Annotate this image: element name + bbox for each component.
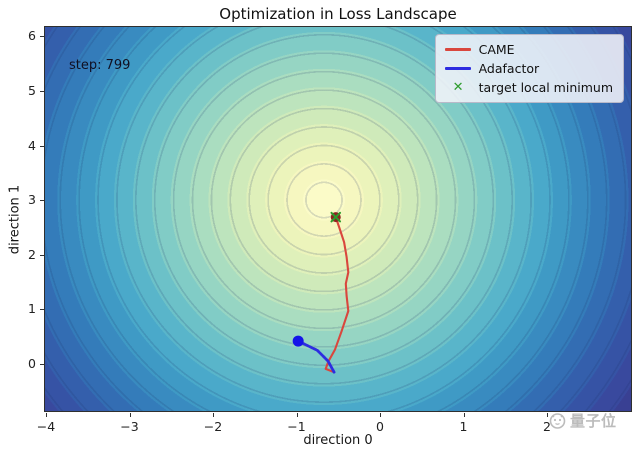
- x-tick-mark: [296, 413, 298, 417]
- x-tick-mark: [129, 413, 131, 417]
- legend-item-adafactor: Adafactor: [445, 59, 613, 78]
- adafactor-endpoint-marker: [292, 335, 304, 347]
- legend-item-came: CAME: [445, 40, 613, 59]
- line-swatch-icon: [445, 67, 472, 70]
- qbitai-logo-icon: [549, 413, 566, 429]
- watermark-text: 量子位: [570, 412, 617, 430]
- x-tick-mark: [213, 413, 214, 417]
- x-tick-label: −2: [203, 419, 223, 434]
- step-annotation: step: 799: [69, 58, 131, 73]
- y-tick-mark: [40, 364, 44, 365]
- x-tick-label: −3: [120, 419, 139, 434]
- chart-title: Optimization in Loss Landscape: [219, 5, 457, 23]
- y-tick-mark: [40, 254, 44, 256]
- legend-label: target local minimum: [478, 80, 613, 95]
- y-tick-label: 4: [28, 137, 36, 153]
- y-tick-label: 0: [28, 356, 36, 371]
- legend-item-target-local-minimum: ✕ target local minimum: [445, 78, 613, 97]
- y-tick-mark: [40, 36, 44, 38]
- x-tick-label: 1: [459, 419, 468, 434]
- trajectory-came: [324, 216, 350, 374]
- x-tick-mark: [463, 413, 465, 417]
- y-tick-label: 1: [28, 301, 36, 317]
- trajectories-layer: [292, 211, 350, 374]
- plot-area: step: 799 CAME Adafactor ✕ target local min…: [8, 26, 632, 448]
- watermark: 量子位: [548, 410, 617, 431]
- legend-label: Adafactor: [478, 61, 540, 76]
- y-tick-mark: [40, 200, 44, 202]
- x-tick-label: −4: [36, 419, 56, 434]
- x-tick-label: −1: [287, 419, 306, 434]
- x-axis-label: direction 0: [303, 433, 373, 448]
- x-marker-icon: ✕: [452, 80, 464, 95]
- x-tick-label: 2: [543, 419, 551, 434]
- y-tick-mark: [40, 309, 44, 311]
- y-tick-label: 3: [28, 192, 36, 208]
- x-tick-label: 0: [376, 419, 384, 434]
- trajectory-adafactor: [296, 339, 336, 374]
- y-tick-mark: [40, 91, 44, 92]
- y-tick-mark: [40, 145, 44, 147]
- x-tick-mark: [46, 413, 47, 417]
- x-tick-mark: [380, 413, 381, 417]
- line-swatch-icon: [445, 48, 472, 51]
- target-local-minimum-marker: [330, 211, 342, 223]
- legend: CAME Adafactor ✕ target local minimum: [434, 34, 624, 103]
- y-axis-label: direction 1: [7, 184, 23, 255]
- y-tick-label: 5: [28, 83, 36, 98]
- legend-label: CAME: [478, 42, 515, 57]
- x-tick-mark: [547, 413, 548, 417]
- y-tick-label: 6: [28, 28, 36, 44]
- y-tick-label: 2: [28, 246, 36, 262]
